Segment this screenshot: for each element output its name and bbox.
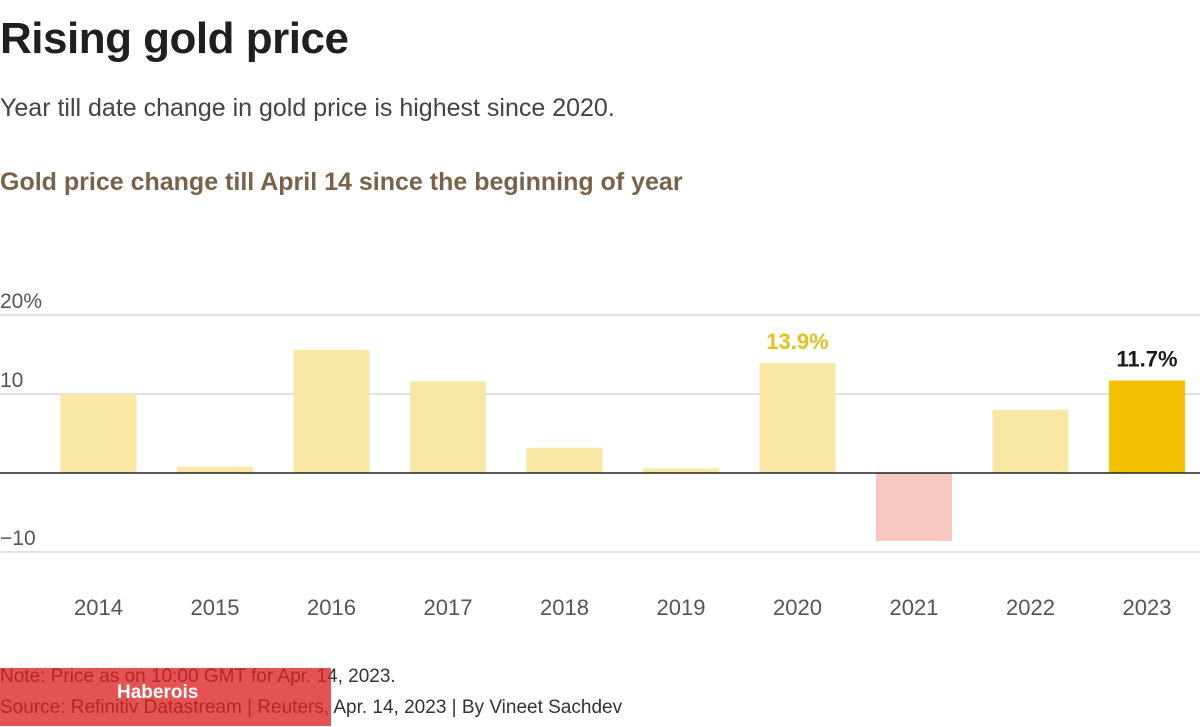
x-tick-label: 2015 <box>191 595 240 620</box>
watermark-label: Haberois <box>117 682 199 703</box>
bar-2022 <box>992 409 1069 473</box>
bar-2014 <box>60 394 137 473</box>
data-label: 13.9% <box>766 329 828 354</box>
x-tick-label: 2018 <box>540 595 589 620</box>
bar-2021 <box>876 473 952 541</box>
bar-2019 <box>643 468 719 473</box>
x-tick-label: 2014 <box>74 595 123 620</box>
bar-chart: 20% 10 −10 2014 2015 2016 2017 2018 2019 2020 2021… <box>0 290 1200 620</box>
bar-2020 <box>759 363 836 473</box>
x-tick-label: 2022 <box>1006 595 1055 620</box>
bar-2017 <box>410 381 486 473</box>
bar-2018 <box>526 447 603 473</box>
chart-title: Gold price change till April 14 since th… <box>0 168 683 196</box>
y-tick-label: 20% <box>0 290 42 313</box>
watermark-banner <box>0 668 331 726</box>
bar-2023 <box>1109 380 1185 473</box>
x-tick-label: 2023 <box>1123 595 1172 620</box>
bar-2015 <box>177 466 253 473</box>
x-tick-label: 2019 <box>657 595 706 620</box>
y-tick-label: −10 <box>0 527 36 550</box>
x-tick-label: 2021 <box>890 595 939 620</box>
page-subtitle: Year till date change in gold price is h… <box>0 94 615 122</box>
x-tick-label: 2017 <box>424 595 473 620</box>
data-label: 11.7% <box>1116 347 1177 372</box>
bar-2016 <box>293 349 370 473</box>
page-title: Rising gold price <box>0 14 349 63</box>
y-tick-label: 10 <box>0 369 23 392</box>
x-tick-label: 2020 <box>773 595 822 620</box>
x-tick-label: 2016 <box>307 595 356 620</box>
